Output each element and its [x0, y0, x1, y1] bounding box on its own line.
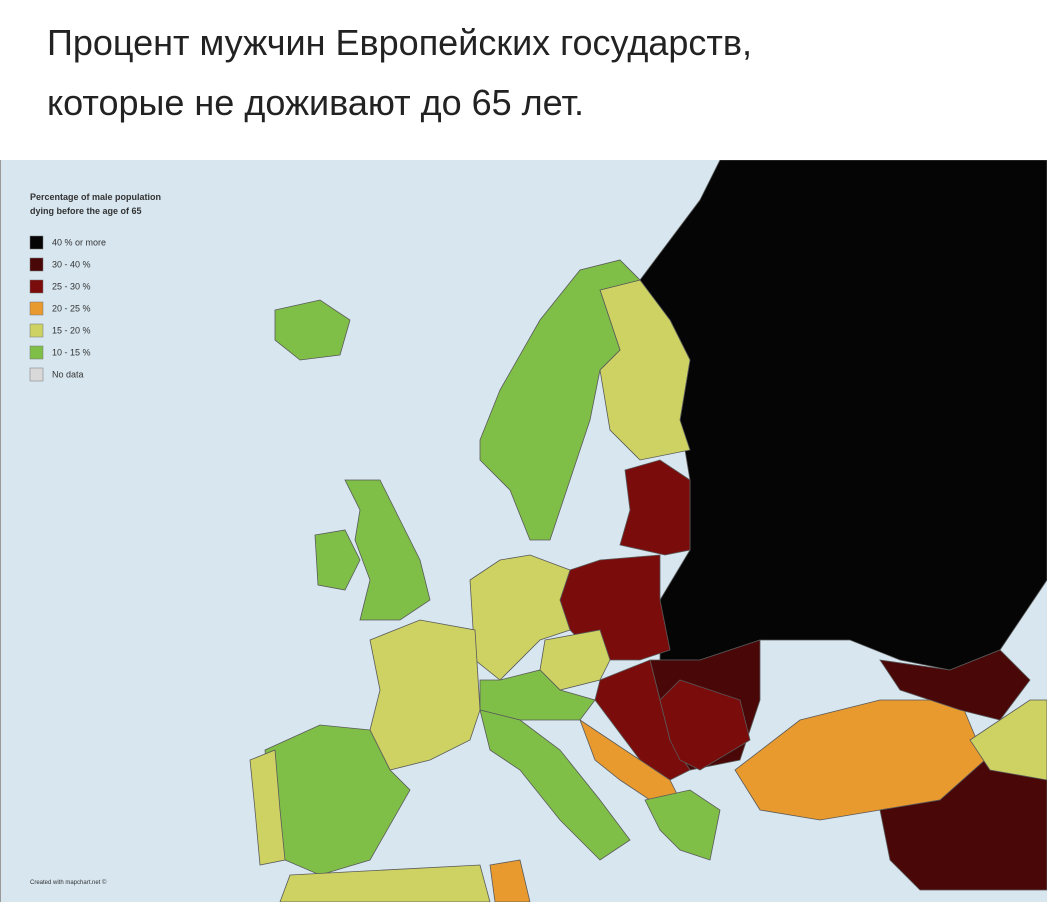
- country: [879, 649, 1031, 721]
- country: [644, 789, 721, 861]
- country: [274, 299, 351, 361]
- legend-label: 20 - 25 %: [52, 303, 91, 313]
- country: [879, 759, 1047, 891]
- legend-swatch: [29, 367, 44, 382]
- title-line: которые не доживают до 65 лет.: [47, 82, 584, 123]
- country: [369, 619, 481, 771]
- legend-swatch: [29, 301, 44, 316]
- country: [969, 699, 1047, 781]
- country: [249, 749, 286, 866]
- legend-swatch: [29, 345, 44, 360]
- legend-label: No data: [52, 369, 84, 379]
- country: [489, 859, 531, 902]
- legend-label: 30 - 40 %: [52, 259, 91, 269]
- legend-swatch: [29, 235, 44, 250]
- title-line: Процент мужчин Европейских государств,: [47, 22, 753, 63]
- legend-label: 25 - 30 %: [52, 281, 91, 291]
- credit: Created with mapchart.net ©: [30, 879, 107, 886]
- legend-swatch: [29, 257, 44, 272]
- country: [639, 160, 1047, 671]
- map: Percentage of male population dying befo…: [0, 160, 1047, 902]
- legend-title: dying before the age of 65: [30, 206, 142, 216]
- legend-label: 40 % or more: [52, 237, 106, 247]
- legend-label: 10 - 15 %: [52, 347, 91, 357]
- country: [594, 659, 691, 781]
- country: [619, 459, 691, 556]
- country: [479, 259, 641, 541]
- country: [469, 554, 571, 681]
- legend-title: Percentage of male population: [30, 192, 161, 202]
- legend-swatch: [29, 279, 44, 294]
- legend-label: 15 - 20 %: [52, 325, 91, 335]
- country: [314, 529, 361, 591]
- country: [479, 709, 631, 861]
- legend-swatch: [29, 323, 44, 338]
- country: [659, 679, 751, 771]
- country: [279, 864, 491, 902]
- country: [344, 479, 431, 621]
